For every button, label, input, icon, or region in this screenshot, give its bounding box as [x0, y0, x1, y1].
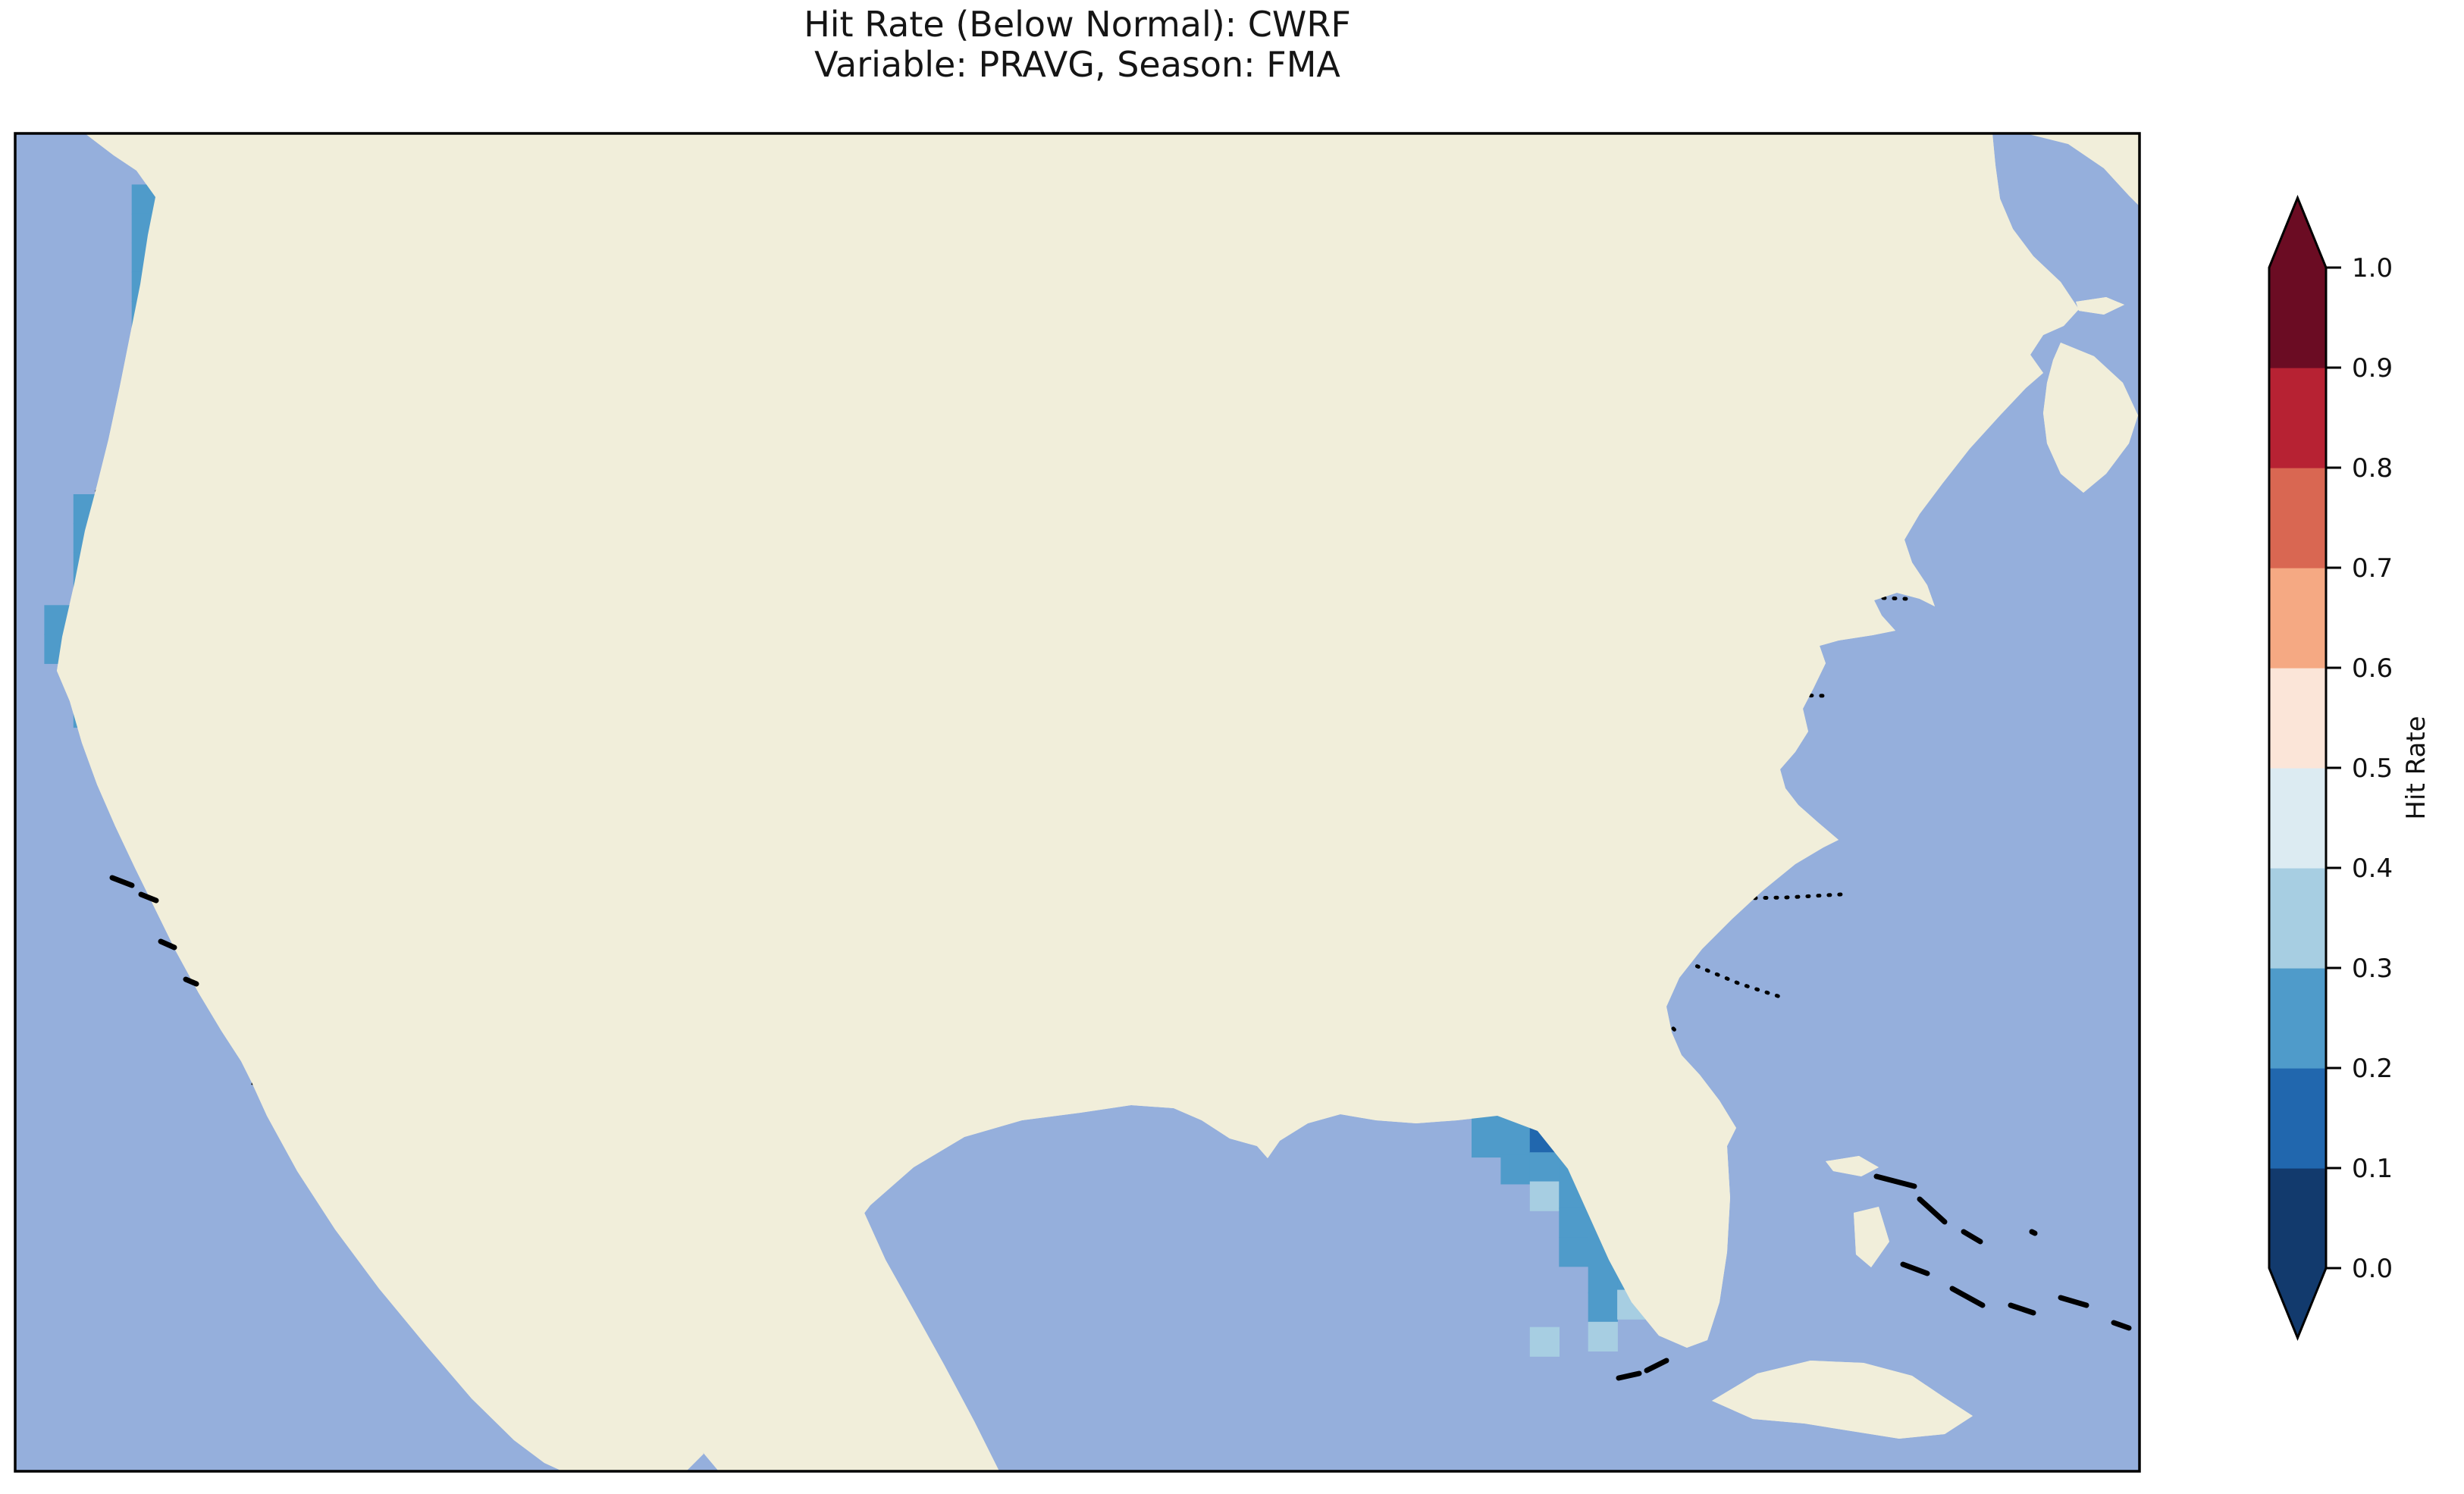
colorbar-tick-label: 0.3: [2352, 954, 2393, 984]
colorbar-segment: [2269, 268, 2326, 368]
colorbar-segment: [2269, 768, 2326, 869]
colorbar-segment: [2269, 1168, 2326, 1269]
channel-islands: [109, 875, 199, 987]
grid-cell: [1559, 1237, 1589, 1267]
colorbar-tick-label: 0.4: [2352, 853, 2393, 884]
grid-cell: [1588, 1263, 1618, 1294]
colorbar-tick-label: 0.6: [2352, 653, 2393, 684]
grid-cell: [1588, 1292, 1618, 1323]
colorbar-axis-label: Hit Rate: [2401, 716, 2431, 819]
grid-cell: [1559, 1207, 1589, 1238]
colorbar-segment: [2269, 968, 2326, 1069]
colorbar-tick-label: 0.0: [2352, 1254, 2393, 1284]
colorbar-segment: [2269, 868, 2326, 969]
grid-cell: [1500, 1125, 1531, 1156]
colorbar-tick-label: 0.1: [2352, 1154, 2393, 1184]
bahamas-islands: [1873, 1173, 2132, 1331]
coastlines: [57, 133, 2140, 1471]
grid-cell: [1529, 1181, 1560, 1211]
colorbar-segment: [2269, 468, 2326, 568]
grid-cell: [1472, 1127, 1502, 1158]
colorbar-tick-label: 0.7: [2352, 553, 2393, 584]
grid-cell: [1529, 1326, 1560, 1357]
chart-title-line1: Hit Rate (Below Normal): CWRF: [804, 4, 1351, 45]
colorbar-segment: [2269, 568, 2326, 669]
colorbar-upper-arrow: [2269, 198, 2326, 268]
grid-cell: [1529, 1152, 1560, 1182]
colorbar-tick-label: 0.2: [2352, 1054, 2393, 1084]
colorbar-tick-label: 0.5: [2352, 753, 2393, 784]
colorbar-tick-label: 0.9: [2352, 353, 2393, 384]
map-frame: [14, 132, 2141, 1473]
florida-keys: [1616, 1358, 1669, 1381]
colorbar-tick-label: 1.0: [2352, 253, 2393, 283]
map-area: [15, 133, 2140, 1471]
chart-title: Hit Rate (Below Normal): CWRF Variable: …: [15, 5, 2140, 85]
colorbar-tick-label: 0.8: [2352, 453, 2393, 484]
colorbar: 1.0 0.9 0.8 0.7 0.6 0.5 0.4 0.3 0.2 0.1 0.0: [2268, 195, 2393, 1341]
chart-title-line2: Variable: PRAVG, Season: FMA: [814, 44, 1340, 85]
grid-cell: [1588, 1321, 1618, 1351]
colorbar-segment: [2269, 668, 2326, 769]
grid-cell: [1500, 1154, 1531, 1185]
colorbar-segment: [2269, 368, 2326, 468]
colorbar-segment: [2269, 1068, 2326, 1169]
colorbar-lower-arrow: [2269, 1268, 2326, 1338]
